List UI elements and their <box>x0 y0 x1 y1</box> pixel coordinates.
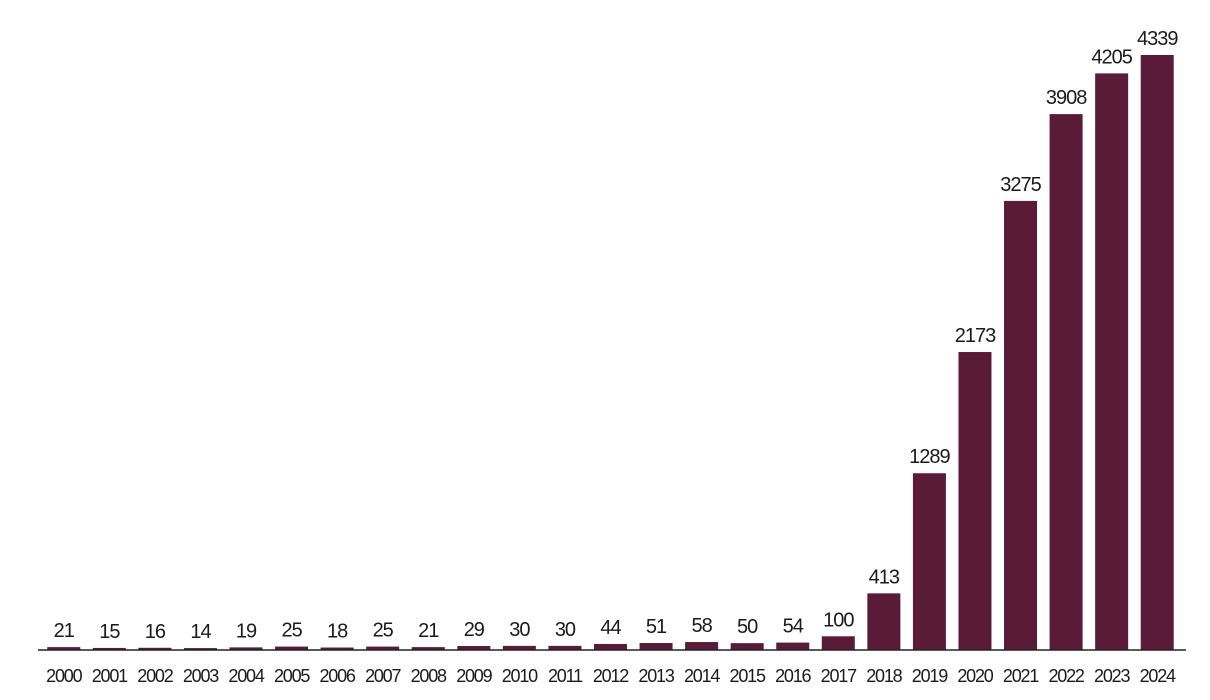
value-label: 16 <box>145 621 166 643</box>
value-label: 58 <box>691 615 712 637</box>
value-label: 21 <box>418 620 439 642</box>
bar <box>730 643 764 650</box>
x-tick-label: 2018 <box>866 666 902 686</box>
bar <box>1004 200 1038 650</box>
bar <box>912 473 946 650</box>
x-tick-label: 2008 <box>411 666 447 686</box>
value-label: 51 <box>646 616 667 638</box>
x-tick-label: 2014 <box>684 666 720 686</box>
value-label: 1289 <box>909 446 950 468</box>
x-tick-label: 2005 <box>274 666 310 686</box>
x-tick-label: 2024 <box>1140 666 1176 686</box>
bar <box>548 645 582 650</box>
value-label: 4339 <box>1137 28 1178 50</box>
x-tick-label: 2020 <box>957 666 993 686</box>
bar <box>138 647 172 650</box>
bar <box>502 645 536 650</box>
x-tick-label: 2006 <box>320 666 356 686</box>
bar <box>411 647 445 650</box>
bar <box>92 647 126 650</box>
x-tick-label: 2003 <box>183 666 219 686</box>
x-tick-label: 2002 <box>137 666 173 686</box>
bar <box>229 647 263 650</box>
x-tick-label: 2009 <box>456 666 492 686</box>
x-tick-label: 2019 <box>912 666 948 686</box>
x-tick-label: 2017 <box>821 666 857 686</box>
x-tick-label: 2016 <box>775 666 811 686</box>
x-tick-label: 2013 <box>638 666 674 686</box>
value-label: 54 <box>783 616 804 638</box>
bar <box>1140 55 1174 650</box>
value-label: 44 <box>600 617 621 639</box>
bar <box>867 593 901 650</box>
value-label: 14 <box>190 621 211 643</box>
value-label: 2173 <box>955 325 996 347</box>
value-label: 100 <box>823 609 854 631</box>
value-label: 19 <box>236 620 257 642</box>
value-label: 3275 <box>1000 174 1041 196</box>
bar <box>685 642 719 650</box>
value-label: 30 <box>555 619 576 641</box>
value-label: 50 <box>737 616 758 638</box>
bar <box>457 646 491 650</box>
value-label: 15 <box>99 621 120 643</box>
bar <box>1049 114 1083 651</box>
value-label: 25 <box>281 620 302 642</box>
x-tick-label: 2023 <box>1094 666 1130 686</box>
x-tick-label: 2000 <box>46 666 82 686</box>
bar <box>275 646 309 650</box>
x-tick-label: 2022 <box>1048 666 1084 686</box>
x-tick-label: 2012 <box>593 666 629 686</box>
bar <box>821 636 855 650</box>
value-label: 3908 <box>1046 87 1087 109</box>
bar <box>639 643 673 650</box>
bar <box>1095 73 1129 651</box>
value-label: 4205 <box>1091 46 1132 68</box>
value-label: 25 <box>373 620 394 642</box>
value-label: 30 <box>509 619 530 641</box>
x-tick-label: 2007 <box>365 666 401 686</box>
bar <box>47 647 81 650</box>
bar <box>320 647 354 650</box>
x-tick-label: 2004 <box>228 666 264 686</box>
bar <box>183 648 217 650</box>
value-label: 21 <box>54 620 75 642</box>
bar <box>776 642 810 650</box>
x-tick-label: 2010 <box>502 666 538 686</box>
x-tick-label: 2001 <box>92 666 128 686</box>
bar <box>594 643 627 650</box>
value-label: 18 <box>327 621 348 643</box>
bar <box>958 352 992 650</box>
x-tick-label: 2021 <box>1003 666 1039 686</box>
value-label: 413 <box>869 566 900 588</box>
x-tick-label: 2011 <box>548 666 583 686</box>
bar <box>366 646 400 650</box>
x-tick-label: 2015 <box>730 666 766 686</box>
value-label: 29 <box>464 619 485 641</box>
